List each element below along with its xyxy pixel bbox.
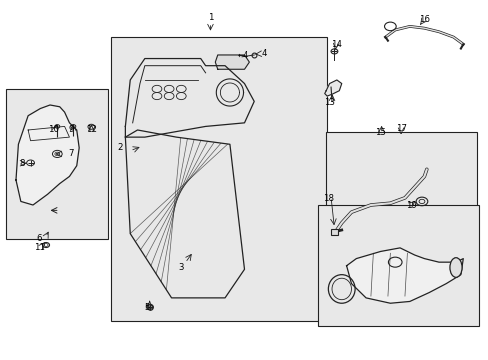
Text: 4: 4: [261, 49, 266, 58]
Text: 8: 8: [19, 159, 24, 168]
Text: ←4: ←4: [237, 51, 248, 60]
Text: 11: 11: [34, 243, 45, 252]
Text: 1: 1: [207, 13, 213, 22]
Polygon shape: [346, 248, 462, 303]
Text: 13: 13: [324, 98, 334, 107]
Text: 9: 9: [68, 125, 74, 134]
Text: 19: 19: [405, 201, 416, 210]
Ellipse shape: [449, 258, 461, 277]
Text: 10: 10: [48, 125, 59, 134]
Text: 17: 17: [395, 124, 406, 133]
Bar: [111, 37, 326, 321]
Polygon shape: [16, 105, 79, 205]
Text: 12: 12: [86, 125, 97, 134]
Text: 5: 5: [144, 303, 150, 312]
Text: 6: 6: [36, 234, 41, 243]
Polygon shape: [324, 80, 341, 96]
Bar: [318, 205, 478, 327]
Text: 15: 15: [374, 129, 386, 138]
Text: 3: 3: [178, 263, 183, 272]
Text: 16: 16: [418, 15, 429, 24]
Text: 18: 18: [322, 194, 333, 203]
Text: 14: 14: [331, 40, 342, 49]
Bar: [325, 132, 476, 249]
Text: 7: 7: [68, 149, 74, 158]
Polygon shape: [215, 55, 249, 69]
Text: 2: 2: [118, 143, 123, 152]
Bar: [6, 89, 108, 239]
Bar: [330, 229, 338, 235]
